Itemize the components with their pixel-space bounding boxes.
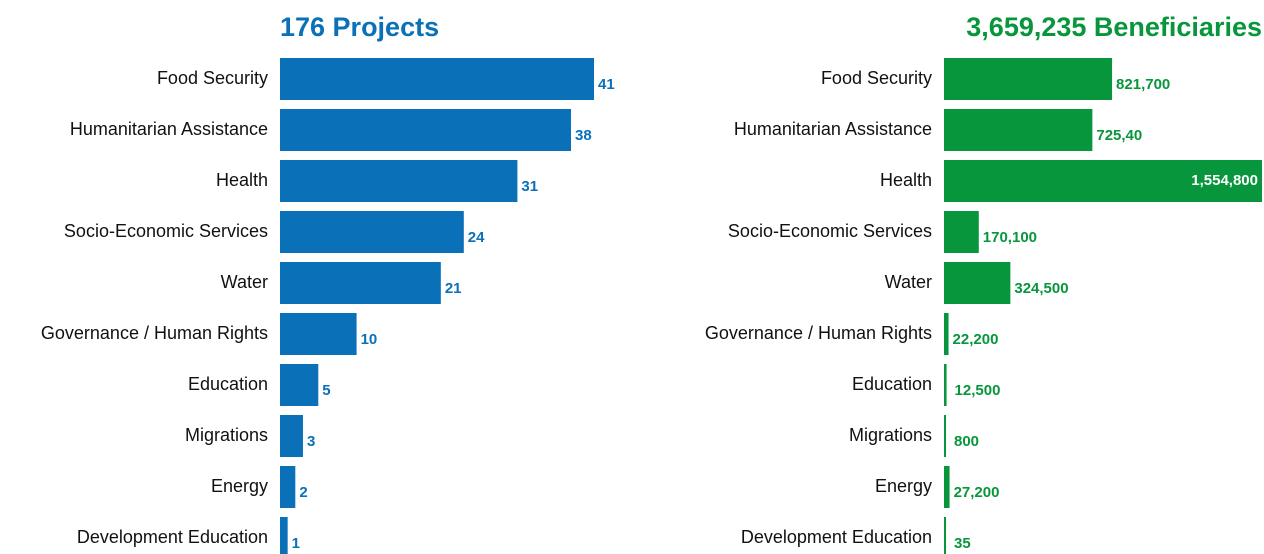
bar: [944, 58, 1113, 100]
value-label: 24: [468, 229, 485, 246]
category-label: Education: [188, 374, 268, 394]
category-label: Socio-Economic Services: [64, 221, 268, 241]
value-label: 2: [299, 484, 307, 501]
category-label: Humanitarian Assistance: [734, 119, 932, 139]
bar: [280, 517, 288, 554]
chart-title: 176 Projects: [280, 12, 439, 42]
value-label: 821,700: [1116, 76, 1170, 93]
value-label: 35: [954, 535, 971, 552]
bar: [280, 58, 594, 100]
category-label: Food Security: [821, 68, 932, 88]
category-label: Energy: [211, 476, 268, 496]
value-label: 324,500: [1014, 280, 1068, 297]
category-label: Energy: [875, 476, 932, 496]
bar: [944, 415, 946, 457]
chart-title: 3,659,235 Beneficiaries: [966, 12, 1262, 42]
category-label: Water: [221, 272, 268, 292]
category-label: Education: [852, 374, 932, 394]
value-label: 10: [361, 331, 378, 348]
category-label: Governance / Human Rights: [41, 323, 268, 343]
value-label: 1,554,800: [1191, 172, 1258, 189]
category-label: Humanitarian Assistance: [70, 119, 268, 139]
bar: [944, 313, 949, 355]
bar: [944, 364, 947, 406]
bar: [280, 160, 518, 202]
bar: [280, 313, 357, 355]
bar: [280, 109, 572, 151]
category-label: Water: [885, 272, 932, 292]
bar: [280, 262, 441, 304]
value-label: 1: [292, 535, 300, 552]
bar: [280, 211, 464, 253]
value-label: 27,200: [954, 484, 1000, 501]
value-label: 800: [954, 433, 979, 450]
category-label: Governance / Human Rights: [705, 323, 932, 343]
category-label: Migrations: [849, 425, 932, 445]
category-label: Socio-Economic Services: [728, 221, 932, 241]
value-label: 38: [575, 127, 592, 144]
bar: [944, 466, 950, 508]
bar: [280, 364, 319, 406]
category-label: Development Education: [741, 527, 932, 547]
value-label: 31: [521, 178, 538, 195]
bar: [944, 160, 1262, 202]
bar: [944, 109, 1093, 151]
category-label: Health: [880, 170, 932, 190]
bar: [944, 211, 979, 253]
value-label: 41: [598, 76, 615, 93]
bar: [944, 262, 1011, 304]
value-label: 21: [445, 280, 462, 297]
category-label: Migrations: [185, 425, 268, 445]
value-label: 5: [322, 382, 330, 399]
bar: [280, 466, 296, 508]
value-label: 22,200: [953, 331, 999, 348]
bar: [944, 517, 946, 554]
value-label: 170,100: [983, 229, 1037, 246]
value-label: 3: [307, 433, 315, 450]
value-label: 12,500: [955, 382, 1001, 399]
category-label: Development Education: [77, 527, 268, 547]
value-label: 725,40: [1096, 127, 1142, 144]
bar: [280, 415, 303, 457]
category-label: Food Security: [157, 68, 268, 88]
category-label: Health: [216, 170, 268, 190]
